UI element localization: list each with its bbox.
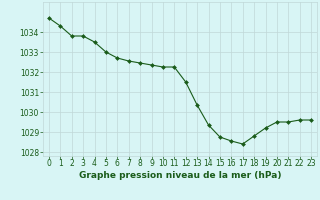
X-axis label: Graphe pression niveau de la mer (hPa): Graphe pression niveau de la mer (hPa)	[79, 171, 281, 180]
